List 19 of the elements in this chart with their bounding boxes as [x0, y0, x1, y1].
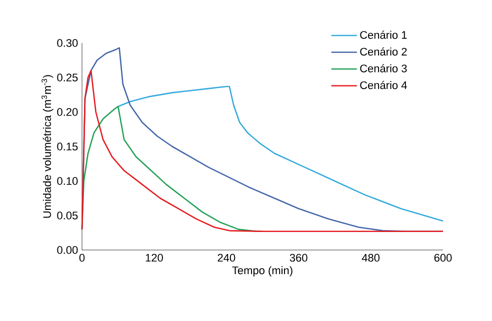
y-tick-label: 0.20: [57, 108, 78, 116]
y-axis-title: Umidade volumétrica (m$^{3}$m$^{-3}$): [42, 75, 54, 218]
legend-label: Cenário 1: [360, 30, 407, 39]
legend-label: Cenário 2: [360, 47, 407, 56]
x-tick-label: 360: [290, 254, 308, 262]
y-tick-label: 0.30: [57, 39, 78, 47]
x-tick-label: 600: [434, 254, 452, 262]
y-tick-label: 0.10: [57, 177, 78, 185]
x-tick-label: 240: [218, 254, 236, 262]
x-axis-title: Tempo (min): [232, 266, 292, 276]
x-tick-label: 120: [146, 254, 163, 262]
legend-label: Cenário 4: [360, 80, 407, 90]
y-tick-label: 0.00: [57, 246, 78, 254]
legend-label: Cenário 3: [360, 64, 407, 72]
x-tick-label: 480: [362, 254, 380, 262]
x-tick-label: 0: [79, 254, 85, 262]
y-tick-label: 0.25: [57, 74, 78, 82]
y-tick-label: 0.05: [57, 212, 78, 220]
y-tick-label: 0.15: [57, 142, 78, 150]
